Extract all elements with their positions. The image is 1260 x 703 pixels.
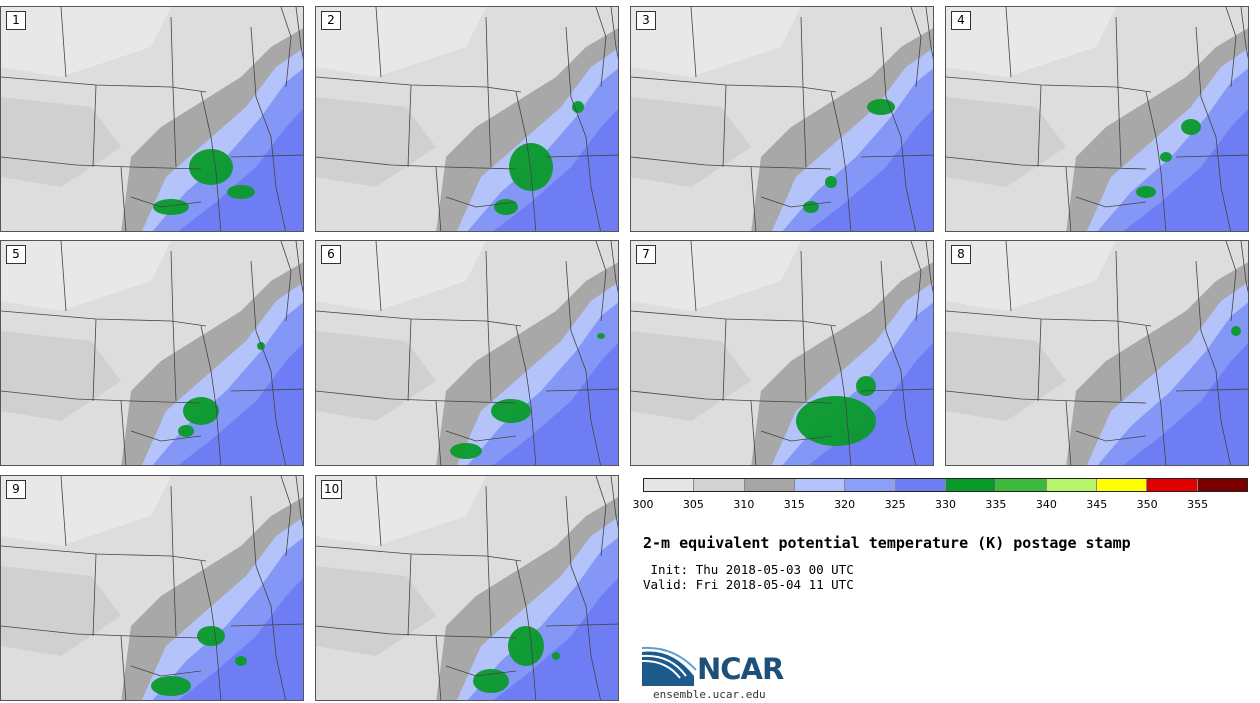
map-panel: 4 [945,6,1249,232]
colorbar-segment [1147,479,1198,491]
ncar-logo-text: NCAR [697,652,784,686]
colorbar-tick-label: 300 [632,498,654,511]
colorbar-segment [744,479,795,491]
map-panel: 9 [0,475,304,701]
colorbar-segment [794,479,846,491]
colorbar-tick-label: 325 [884,498,906,511]
colorbar-segment [694,479,745,491]
map-panel: 1 [0,6,304,232]
colorbar-tick-label: 315 [783,498,805,511]
panel-number: 1 [6,11,26,30]
init-time: Init: Thu 2018-05-03 00 UTC [643,562,854,577]
panel-number: 8 [951,245,971,264]
panel-number: 3 [636,11,656,30]
colorbar-segment [895,479,946,491]
map-panel: 10 [315,475,619,701]
panel-number: 10 [321,480,343,499]
panel-number: 7 [636,245,656,264]
colorbar-segment [945,479,997,491]
map-panel: 3 [630,6,934,232]
map-panel: 6 [315,240,619,466]
colorbar-tick-label: 345 [1086,498,1108,511]
colorbar-segment [845,479,896,491]
colorbar-segment [1197,479,1247,491]
map-panel: 8 [945,240,1249,466]
colorbar-tick-label: 320 [834,498,856,511]
map-panel: 2 [315,6,619,232]
map-panel: 7 [630,240,934,466]
map-panel: 5 [0,240,304,466]
colorbar-tick-label: 310 [733,498,755,511]
colorbar-tick-label: 335 [985,498,1007,511]
colorbar-tick-label: 340 [1035,498,1057,511]
panel-number: 9 [6,480,26,499]
colorbar-tick-label: 350 [1136,498,1158,511]
ncar-logo-icon [642,646,697,686]
colorbar-segment [1096,479,1148,491]
colorbar-segment [1046,479,1097,491]
panel-number: 2 [321,11,341,30]
time-info: Init: Thu 2018-05-03 00 UTC Valid: Fri 2… [643,562,854,592]
valid-time: Valid: Fri 2018-05-04 11 UTC [643,577,854,592]
panel-number: 6 [321,245,341,264]
colorbar-segment [996,479,1047,491]
colorbar-tick-label: 355 [1187,498,1209,511]
colorbar-tick-label: 305 [682,498,704,511]
colorbar [643,478,1248,492]
figure-title: 2-m equivalent potential temperature (K)… [643,534,1131,552]
colorbar-tick-label: 330 [935,498,956,511]
logo-url: ensemble.ucar.edu [653,688,766,701]
panel-number: 5 [6,245,26,264]
colorbar-segment [644,479,695,491]
panel-number: 4 [951,11,971,30]
